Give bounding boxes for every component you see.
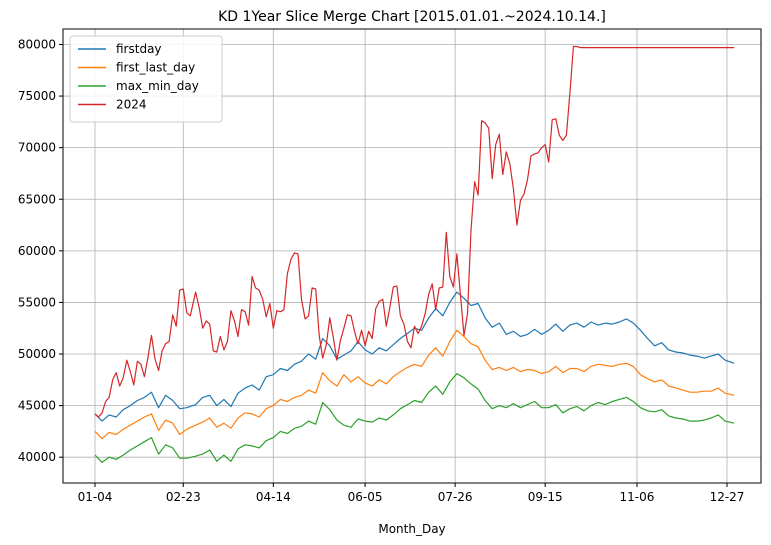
x-tick-label: 06-05 — [348, 490, 383, 504]
y-tick-label: 75000 — [18, 89, 56, 103]
x-tick-label: 11-06 — [620, 490, 655, 504]
x-tick-label: 04-14 — [256, 490, 291, 504]
y-tick-label: 80000 — [18, 37, 56, 51]
y-tick-label: 55000 — [18, 295, 56, 309]
legend-box — [69, 35, 223, 123]
x-tick-label: 07-26 — [438, 490, 473, 504]
series-group — [94, 45, 735, 463]
legend-label: max_min_day — [116, 79, 199, 93]
x-tick-label: 01-04 — [78, 490, 113, 504]
ticks: 01-04 02-23 04-14 06-05 07-26 09-15 11-06 12-27… — [18, 37, 745, 504]
x-tick-label: 12-27 — [710, 490, 745, 504]
y-tick-label: 50000 — [18, 347, 56, 361]
y-tick-label: 70000 — [18, 141, 56, 155]
y-tick-label: 60000 — [18, 244, 56, 258]
y-tick-label: 65000 — [18, 192, 56, 206]
y-tick-label: 45000 — [18, 399, 56, 413]
chart-title: KD 1Year Slice Merge Chart [2015.01.01.~… — [218, 9, 606, 25]
y-tick-label: 40000 — [18, 450, 56, 464]
series-line-max-min-day — [94, 373, 735, 463]
x-tick-label: 09-15 — [528, 490, 563, 504]
x-tick-label: 02-23 — [166, 490, 201, 504]
legend-label: first_last_day — [116, 61, 195, 75]
x-axis-label: Month_Day — [378, 522, 445, 536]
legend: firstday first_last_day max_min_day 2024 — [69, 35, 223, 123]
series-line-2024 — [94, 45, 735, 418]
legend-label: 2024 — [116, 98, 147, 112]
series-line-first-last-day — [94, 329, 735, 440]
plot-frame — [62, 28, 762, 484]
legend-label: firstday — [116, 42, 162, 56]
